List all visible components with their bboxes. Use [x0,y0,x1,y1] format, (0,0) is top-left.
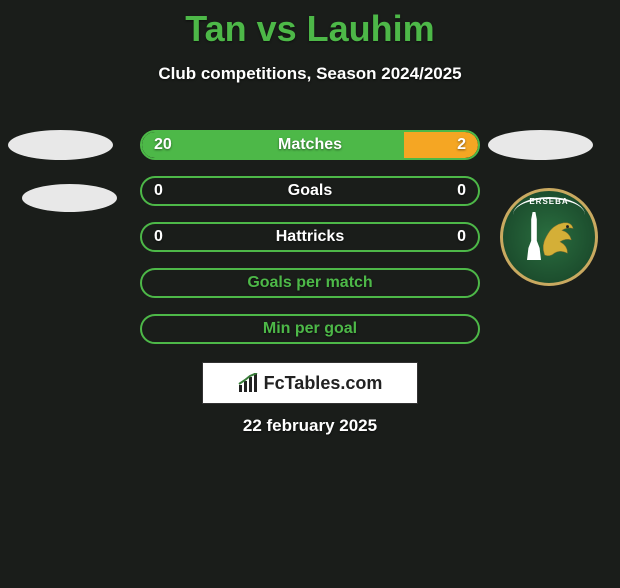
stat-bar: 00Goals [140,176,480,206]
date-label: 22 february 2025 [0,416,620,436]
stat-label: Goals [142,182,478,200]
stats-container: 202Matches 00Goals 00Hattricks Goals per ma… [140,130,480,360]
stat-label: Min per goal [142,320,478,338]
player-right-photo-placeholder [488,130,593,160]
club-left-logo-placeholder [22,184,117,212]
club-right-badge: ERSEBA [500,188,598,286]
stat-bar: 202Matches [140,130,480,160]
stat-label: Hattricks [142,228,478,246]
chart-bars-icon [238,373,260,393]
fctables-watermark: FcTables.com [202,362,418,404]
fctables-label: FcTables.com [264,373,383,394]
subtitle: Club competitions, Season 2024/2025 [0,64,620,84]
stat-bar: Min per goal [140,314,480,344]
badge-text: ERSEBA [529,197,568,206]
stat-bar: Goals per match [140,268,480,298]
stat-label: Goals per match [142,274,478,292]
badge-fish-icon [539,217,577,259]
stat-label: Matches [142,136,478,154]
page-title: Tan vs Lauhim [0,8,620,50]
stat-bar: 00Hattricks [140,222,480,252]
player-left-photo-placeholder [8,130,113,160]
